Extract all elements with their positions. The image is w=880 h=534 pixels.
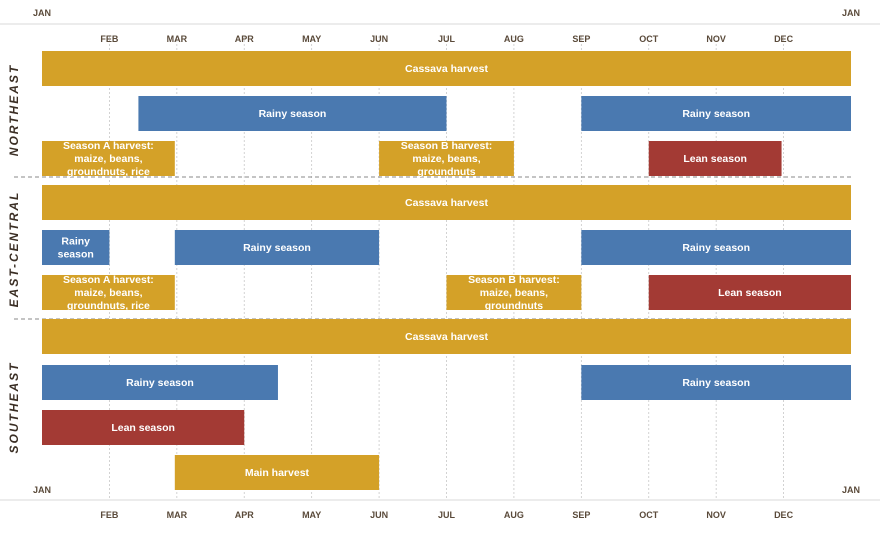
harvest-bar bbox=[379, 141, 514, 176]
top-month-label: SEP bbox=[572, 34, 590, 44]
top-month-label: MAY bbox=[302, 34, 321, 44]
region-label: NORTHEAST bbox=[7, 64, 21, 156]
bar-label: Rainy season bbox=[243, 242, 311, 254]
region-label: EAST-CENTRAL bbox=[7, 191, 21, 308]
rainy-bar bbox=[581, 365, 851, 400]
bottom-jan-start-label: JAN bbox=[33, 485, 51, 495]
bar-label: Lean season bbox=[683, 153, 747, 165]
harvest-bar bbox=[42, 319, 851, 354]
region-labels: NORTHEAST EAST-CENTRAL SOUTHEAST bbox=[7, 64, 21, 454]
top-month-label: NOV bbox=[706, 34, 726, 44]
month-axes: FEB MAR APR MAY JUN JUL AUG SEP OCT NOV DEC FEB MAR A… bbox=[0, 8, 880, 520]
harvest-bar bbox=[42, 185, 851, 220]
bar-label: Rainy season bbox=[682, 377, 750, 389]
bottom-month-label: MAR bbox=[167, 510, 188, 520]
bar-label: Rainy season bbox=[682, 108, 750, 120]
bottom-month-label: FEB bbox=[100, 510, 119, 520]
top-jan-end-label: JAN bbox=[842, 8, 860, 18]
rainy-bar bbox=[138, 96, 447, 131]
top-jan-start-label: JAN bbox=[33, 8, 51, 18]
bottom-jan-end-label: JAN bbox=[842, 485, 860, 495]
bottom-month-label: AUG bbox=[504, 510, 524, 520]
lean-bar bbox=[42, 410, 245, 445]
bottom-month-label: OCT bbox=[639, 510, 659, 520]
bar-label: groundnuts, rice bbox=[67, 300, 150, 312]
bar-label: maize, beans, bbox=[74, 287, 142, 299]
rainy-bar bbox=[42, 365, 278, 400]
bar-label: Lean season bbox=[111, 422, 175, 434]
harvest-bar bbox=[42, 275, 175, 310]
bar-label: Lean season bbox=[718, 287, 782, 299]
bar-label: Cassava harvest bbox=[405, 331, 488, 343]
bar-label: groundnuts bbox=[417, 166, 475, 178]
bottom-month-label: JUN bbox=[370, 510, 388, 520]
bottom-month-label: DEC bbox=[774, 510, 794, 520]
top-month-label: FEB bbox=[100, 34, 119, 44]
harvest-bar bbox=[42, 141, 175, 176]
bottom-month-label: MAY bbox=[302, 510, 321, 520]
bar-label: maize, beans, bbox=[74, 153, 142, 165]
rainy-bar bbox=[42, 230, 110, 265]
bottom-month-label: APR bbox=[235, 510, 255, 520]
bar-label: Season A harvest: bbox=[63, 274, 154, 286]
harvest-bar bbox=[42, 51, 851, 86]
bottom-month-label: JUL bbox=[438, 510, 456, 520]
top-month-label: JUN bbox=[370, 34, 388, 44]
bottom-month-label: SEP bbox=[572, 510, 590, 520]
bar-label: Cassava harvest bbox=[405, 63, 488, 75]
bar-label: Main harvest bbox=[245, 467, 310, 479]
season-bars: Cassava harvest Rainy season Rainy season S… bbox=[42, 51, 851, 490]
bar-label: groundnuts, rice bbox=[67, 166, 150, 178]
bar-label: Cassava harvest bbox=[405, 197, 488, 209]
top-month-label: OCT bbox=[639, 34, 659, 44]
bar-label: Season B harvest: bbox=[468, 274, 560, 286]
rainy-bar bbox=[581, 230, 851, 265]
bar-label: Season B harvest: bbox=[401, 140, 493, 152]
top-month-label: JUL bbox=[438, 34, 456, 44]
rainy-bar bbox=[581, 96, 851, 131]
bar-label: Season A harvest: bbox=[63, 140, 154, 152]
rainy-bar bbox=[174, 230, 380, 265]
harvest-bar bbox=[174, 455, 380, 490]
bar-label: Rainy season bbox=[259, 108, 327, 120]
harvest-bar bbox=[446, 275, 582, 310]
bar-label: Rainy bbox=[61, 236, 90, 248]
bar-label: groundnuts bbox=[485, 300, 543, 312]
lean-bar bbox=[648, 141, 782, 176]
region-label: SOUTHEAST bbox=[7, 361, 21, 453]
bar-label: season bbox=[58, 249, 94, 261]
top-month-label: DEC bbox=[774, 34, 794, 44]
lean-bar bbox=[648, 275, 851, 310]
bar-label: maize, beans, bbox=[412, 153, 480, 165]
top-month-label: MAR bbox=[167, 34, 188, 44]
bar-label: Rainy season bbox=[126, 377, 194, 389]
bar-label: Rainy season bbox=[682, 242, 750, 254]
top-month-label: APR bbox=[235, 34, 255, 44]
bar-label: maize, beans, bbox=[480, 287, 548, 299]
bottom-month-label: NOV bbox=[706, 510, 726, 520]
top-month-label: AUG bbox=[504, 34, 524, 44]
